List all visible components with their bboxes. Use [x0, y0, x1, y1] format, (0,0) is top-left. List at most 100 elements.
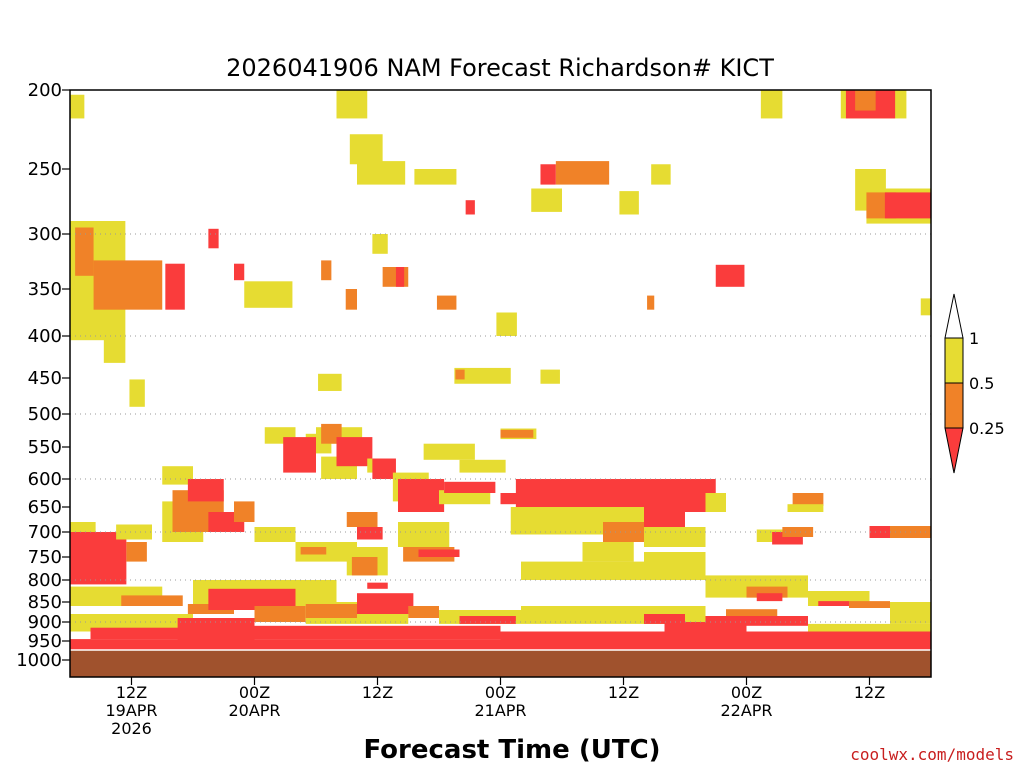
ri-cell-63 [644, 527, 706, 547]
ri-cell-17 [540, 164, 556, 185]
ri-cell-71 [869, 526, 890, 538]
ri-cell-99 [746, 586, 788, 598]
x-tick-label-0-0: 12Z [116, 683, 147, 702]
ri-cell-12 [336, 90, 368, 119]
ri-cell-55 [439, 490, 491, 505]
ri-cell-107 [208, 588, 296, 610]
ri-cell-18 [555, 161, 610, 185]
ri-cell-104 [890, 602, 931, 624]
ri-cell-56 [444, 481, 496, 493]
ri-cell-0 [70, 94, 85, 119]
ri-cell-25 [436, 295, 457, 310]
y-tick-label-900: 900 [28, 612, 62, 633]
ri-cell-32 [760, 90, 783, 119]
ri-cell-2 [75, 227, 94, 276]
x-tick-label-5-1: 22APR [720, 701, 772, 720]
ri-cell-64 [644, 512, 685, 527]
y-tick-label-200: 200 [28, 80, 62, 101]
credit-text: coolwx.com/models [850, 745, 1014, 764]
ri-cell-96 [582, 542, 634, 562]
ri-cell-125 [254, 625, 501, 640]
ri-cell-95 [521, 561, 644, 580]
ri-cell-23 [382, 267, 409, 287]
y-tick-label-700: 700 [28, 522, 62, 543]
legend-label-0.25: 0.25 [969, 419, 1005, 438]
ri-cell-6 [129, 379, 145, 407]
ri-cell-53 [423, 443, 475, 460]
ri-cell-3 [93, 260, 163, 310]
ri-cell-19 [465, 200, 475, 215]
ri-cell-87 [300, 547, 327, 555]
ri-cell-117 [644, 614, 685, 624]
ri-cell-74 [70, 522, 96, 532]
legend-bin-yellow [944, 337, 964, 384]
ri-cell-65 [705, 493, 726, 512]
ri-cell-54 [459, 459, 506, 473]
ri-cell-59 [500, 429, 534, 438]
ri-cell-68 [787, 504, 824, 512]
ri-cell-75 [116, 524, 152, 540]
y-tick-label-650: 650 [28, 497, 62, 518]
y-tick-label-550: 550 [28, 437, 62, 458]
y-tick-label-300: 300 [28, 224, 62, 245]
y-tick-label-950: 950 [28, 631, 62, 652]
heatmap-cells [70, 90, 931, 651]
ri-cell-21 [651, 164, 671, 185]
ri-cell-85 [254, 527, 296, 542]
ri-cell-16 [531, 188, 562, 212]
ri-cell-112 [408, 606, 439, 618]
y-tick-label-850: 850 [28, 592, 62, 613]
ri-cell-73 [70, 532, 127, 585]
ri-cell-7 [208, 228, 219, 249]
y-axis: 200 250 300 350 400 450 500 550 600 650 700 7508008… [16, 80, 70, 671]
y-tick-label-750: 750 [28, 547, 62, 568]
x-tick-label-3-1: 21APR [474, 701, 526, 720]
ri-cell-127 [664, 622, 747, 640]
ri-cell-24 [395, 267, 405, 287]
ri-cell-4 [165, 263, 185, 310]
ri-cell-67 [792, 493, 824, 506]
ri-cell-115 [459, 616, 516, 624]
ri-cell-42 [318, 373, 342, 391]
ri-cell-91 [351, 557, 378, 576]
chart-title: 2026041906 NAM Forecast Richardson# KICT [226, 54, 774, 82]
y-tick-label-350: 350 [28, 279, 62, 300]
ri-cell-30 [647, 295, 655, 310]
x-tick-label-0-2: 2026 [111, 719, 152, 738]
ri-cell-13 [349, 134, 383, 165]
ri-cell-110 [305, 604, 357, 618]
x-axis-title: Forecast Time (UTC) [363, 735, 660, 765]
ri-cell-48 [336, 437, 373, 467]
y-tick-label-400: 400 [28, 326, 62, 347]
ri-cell-122 [90, 627, 193, 640]
ri-cell-31 [715, 264, 745, 287]
ri-cell-29 [540, 369, 560, 384]
ri-cell-103 [849, 601, 890, 608]
x-tick-label-1-0: 00Z [239, 683, 270, 702]
ri-cell-5 [103, 334, 126, 363]
ri-cell-50 [372, 458, 396, 479]
ri-cell-123 [177, 618, 255, 641]
x-tick-label-6-0: 12Z [854, 683, 885, 702]
ri-cell-35 [855, 90, 876, 111]
ri-cell-97 [644, 552, 706, 580]
ri-cell-44 [283, 437, 316, 473]
ri-cell-8 [234, 263, 245, 281]
ri-cell-113 [367, 582, 388, 589]
ri-cell-40 [920, 298, 931, 316]
ri-cell-89 [357, 527, 383, 540]
ri-cell-70 [782, 527, 814, 537]
ri-cell-10 [321, 260, 332, 281]
x-tick-label-2-0: 12Z [362, 683, 393, 702]
ri-cell-15 [414, 169, 457, 185]
legend-arrow-top [944, 293, 964, 339]
x-tick-label-5-0: 00Z [731, 683, 762, 702]
x-tick-label-0-1: 19APR [105, 701, 157, 720]
ri-cell-20 [619, 191, 639, 215]
ri-cell-26 [496, 312, 517, 336]
ri-cell-124 [70, 639, 931, 651]
ri-cell-52 [398, 479, 445, 512]
ri-cell-9 [244, 281, 293, 308]
